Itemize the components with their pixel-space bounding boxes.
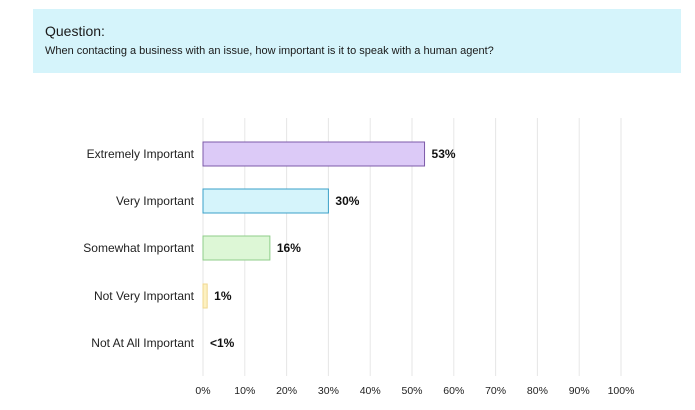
x-tick-label: 60% [443, 385, 464, 397]
question-text: When contacting a business with an issue… [45, 45, 494, 57]
x-tick-label: 40% [360, 385, 381, 397]
bar [202, 283, 208, 309]
category-label: Somewhat Important [83, 241, 194, 255]
x-tick-label: 0% [195, 385, 210, 397]
x-tick-label: 70% [485, 385, 506, 397]
x-tick-label: 10% [234, 385, 255, 397]
bars [202, 141, 426, 309]
value-label: <1% [210, 336, 235, 350]
gridlines [202, 118, 622, 376]
question-panel: Question: When contacting a business wit… [33, 9, 681, 73]
x-tick-label: 20% [276, 385, 297, 397]
category-label: Very Important [116, 194, 195, 208]
value-labels: 53% 30% 16% 1% <1% [210, 147, 456, 350]
x-axis-ticks: 0% 10% 20% 30% 40% 50% 60% 70% 80% 90% 100% [195, 385, 634, 397]
value-label: 53% [432, 147, 456, 161]
category-label: Not At All Important [91, 336, 194, 350]
x-tick-label: 100% [608, 385, 635, 397]
value-label: 1% [214, 289, 232, 303]
category-label: Not Very Important [94, 289, 195, 303]
bar [202, 235, 271, 261]
value-label: 16% [277, 241, 301, 255]
x-tick-label: 50% [401, 385, 422, 397]
value-label: 30% [335, 194, 359, 208]
x-tick-label: 80% [527, 385, 548, 397]
bar [202, 188, 329, 214]
category-labels: Extremely Important Very Important Somewha… [83, 147, 194, 350]
question-label: Question: [45, 23, 105, 39]
x-tick-label: 90% [569, 385, 590, 397]
category-label: Extremely Important [87, 147, 195, 161]
bar [202, 141, 426, 167]
x-tick-label: 30% [318, 385, 339, 397]
